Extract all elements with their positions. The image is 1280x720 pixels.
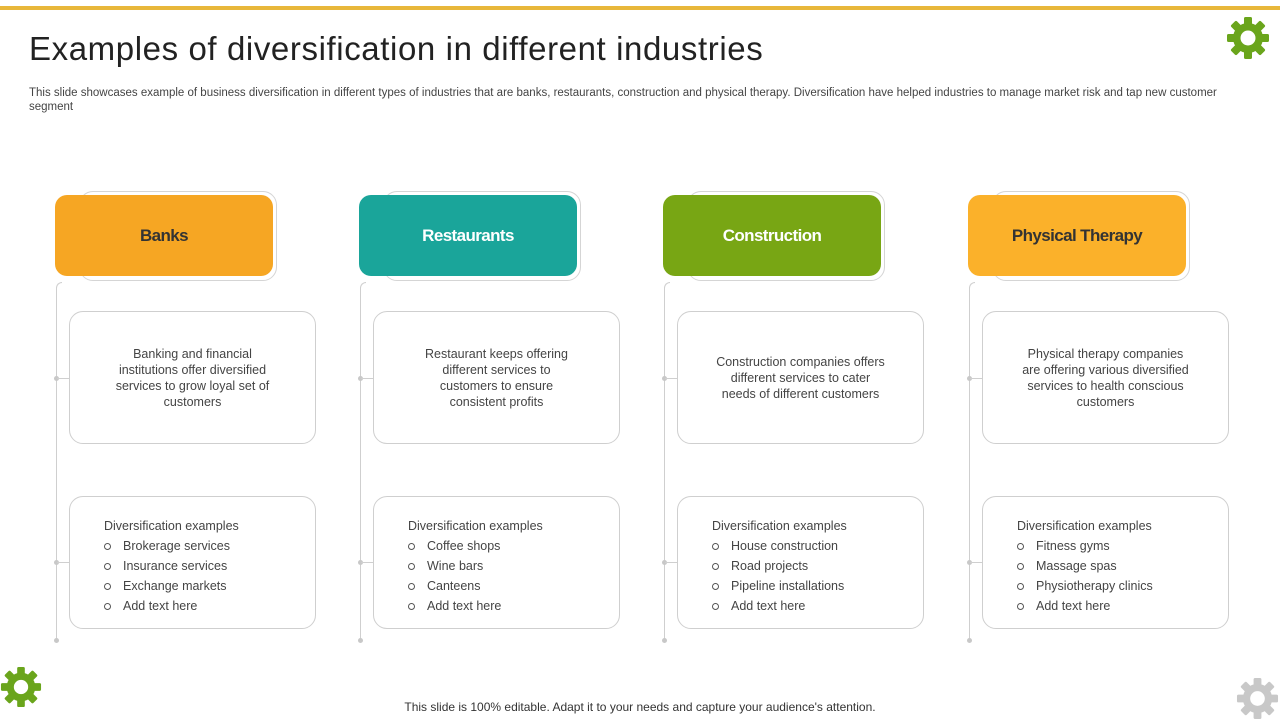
connector-branch: [970, 562, 982, 563]
list-item: Brokerage services: [104, 536, 315, 556]
bullet-circle-icon: [712, 562, 719, 570]
connector-dot: [662, 376, 667, 381]
connector-branch: [665, 378, 677, 379]
industry-header: Construction: [663, 195, 881, 276]
gear-icon: [0, 666, 42, 708]
connector-dot: [662, 638, 667, 643]
connector-dot: [358, 560, 363, 565]
connector-branch: [57, 562, 69, 563]
industry-header: Physical Therapy: [968, 195, 1186, 276]
bullet-circle-icon: [1017, 562, 1024, 570]
description-box: Banking and financial institutions offer…: [69, 311, 316, 444]
list-item: Pipeline installations: [712, 576, 923, 596]
examples-box: Diversification examples Brokerage servi…: [69, 496, 316, 629]
industry-column-physical-therapy: Physical Therapy Physical therapy compan…: [967, 190, 1229, 650]
list-item: Exchange markets: [104, 576, 315, 596]
bullet-circle-icon: [408, 542, 415, 550]
connector-branch: [361, 562, 373, 563]
list-item: Road projects: [712, 556, 923, 576]
list-item: Fitness gyms: [1017, 536, 1228, 556]
industry-column-banks: Banks Banking and financial institutions…: [54, 190, 316, 650]
examples-list: Coffee shops Wine bars Canteens Add text…: [408, 536, 619, 616]
bullet-circle-icon: [408, 582, 415, 590]
list-item: Add text here: [104, 596, 315, 616]
connector-line: [664, 282, 670, 642]
connector-dot: [54, 560, 59, 565]
list-item: Massage spas: [1017, 556, 1228, 576]
connector-branch: [57, 378, 69, 379]
connector-branch: [970, 378, 982, 379]
list-item: House construction: [712, 536, 923, 556]
description-text: Construction companies offers different …: [716, 354, 885, 401]
slide-subtitle: This slide showcases example of business…: [29, 87, 1217, 113]
industry-column-construction: Construction Construction companies offe…: [662, 190, 924, 650]
connector-line: [56, 282, 62, 642]
bullet-circle-icon: [712, 602, 719, 610]
description-box: Construction companies offers different …: [677, 311, 924, 444]
list-item: Add text here: [1017, 596, 1228, 616]
description-box: Physical therapy companies are offering …: [982, 311, 1229, 444]
connector-branch: [665, 562, 677, 563]
description-text: Banking and financial institutions offer…: [115, 346, 270, 409]
connector-branch: [361, 378, 373, 379]
bullet-circle-icon: [1017, 602, 1024, 610]
examples-title: Diversification examples: [712, 519, 847, 533]
top-accent-bar: [0, 6, 1280, 10]
gear-icon: [1236, 677, 1279, 720]
examples-box: Diversification examples Fitness gyms Ma…: [982, 496, 1229, 629]
connector-dot: [967, 638, 972, 643]
bullet-circle-icon: [104, 542, 111, 550]
gear-icon: [1226, 16, 1270, 60]
bullet-circle-icon: [104, 582, 111, 590]
examples-title: Diversification examples: [1017, 519, 1152, 533]
connector-dot: [358, 376, 363, 381]
connector-dot: [54, 638, 59, 643]
bullet-circle-icon: [712, 582, 719, 590]
list-item: Canteens: [408, 576, 619, 596]
industry-column-restaurants: Restaurants Restaurant keeps offering di…: [358, 190, 620, 650]
connector-dot: [662, 560, 667, 565]
connector-line: [969, 282, 975, 642]
description-text: Restaurant keeps offering different serv…: [425, 346, 568, 409]
connector-dot: [967, 376, 972, 381]
examples-title: Diversification examples: [104, 519, 239, 533]
bullet-circle-icon: [1017, 582, 1024, 590]
examples-list: Brokerage services Insurance services Ex…: [104, 536, 315, 616]
examples-box: Diversification examples House construct…: [677, 496, 924, 629]
bullet-circle-icon: [408, 562, 415, 570]
list-item: Add text here: [712, 596, 923, 616]
bullet-circle-icon: [712, 542, 719, 550]
examples-list: House construction Road projects Pipelin…: [712, 536, 923, 616]
examples-title: Diversification examples: [408, 519, 543, 533]
examples-list: Fitness gyms Massage spas Physiotherapy …: [1017, 536, 1228, 616]
slide-footer: This slide is 100% editable. Adapt it to…: [404, 700, 876, 714]
connector-dot: [967, 560, 972, 565]
list-item: Physiotherapy clinics: [1017, 576, 1228, 596]
connector-dot: [358, 638, 363, 643]
list-item: Insurance services: [104, 556, 315, 576]
bullet-circle-icon: [1017, 542, 1024, 550]
list-item: Wine bars: [408, 556, 619, 576]
connector-dot: [54, 376, 59, 381]
bullet-circle-icon: [104, 562, 111, 570]
bullet-circle-icon: [104, 602, 111, 610]
industry-header: Restaurants: [359, 195, 577, 276]
examples-box: Diversification examples Coffee shops Wi…: [373, 496, 620, 629]
slide-title: Examples of diversification in different…: [29, 30, 764, 67]
industry-header: Banks: [55, 195, 273, 276]
description-box: Restaurant keeps offering different serv…: [373, 311, 620, 444]
bullet-circle-icon: [408, 602, 415, 610]
connector-line: [360, 282, 366, 642]
list-item: Coffee shops: [408, 536, 619, 556]
list-item: Add text here: [408, 596, 619, 616]
description-text: Physical therapy companies are offering …: [1022, 346, 1189, 409]
